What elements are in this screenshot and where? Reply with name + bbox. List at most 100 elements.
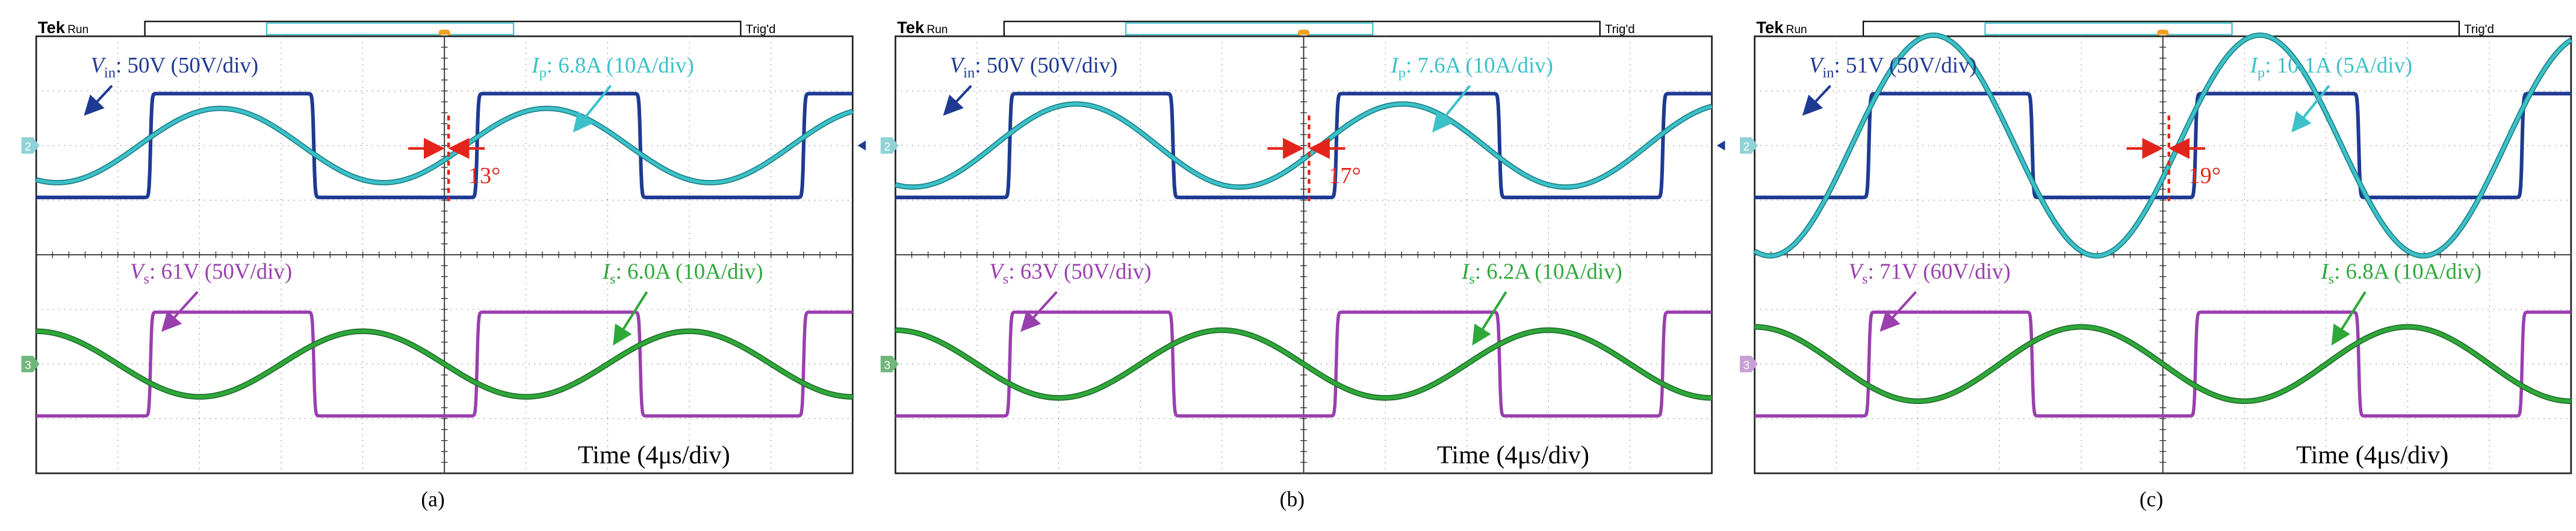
vs-pointer-arrow — [1879, 291, 1917, 332]
tek-logo: Tek — [897, 18, 925, 37]
vs-label: Vs: 71V (60V/div) — [1848, 259, 2010, 287]
vin-label: Vin: 51V (50V/div) — [1809, 52, 1977, 81]
ip-subscript: p — [539, 65, 546, 81]
vin-pointer-arrow — [943, 85, 972, 116]
vin-pointer-arrow — [84, 85, 113, 116]
vs-symbol: V — [989, 259, 1005, 284]
run-status: Run — [926, 23, 948, 36]
is-trace — [895, 328, 1712, 400]
vin-trace — [895, 92, 1712, 199]
is-pointer-arrow — [1472, 291, 1507, 346]
vs-symbol: V — [1848, 259, 1864, 284]
channel-2-ref-label: 2 — [1743, 141, 1750, 154]
channel-2-ref-marker — [880, 137, 899, 154]
offscreen-indicator-icon — [857, 140, 866, 151]
is-pointer-arrow — [613, 291, 648, 346]
record-length-bar — [1863, 20, 2460, 37]
ip-label: Ip: 7.6A (10A/div) — [1390, 52, 1553, 81]
channel-3-ref-label: 3 — [1743, 359, 1750, 372]
is-subscript: s — [1469, 271, 1475, 287]
vin-label: Vin: 50V (50V/div) — [950, 52, 1118, 81]
is-trace — [1754, 324, 2571, 403]
ip-value: : 10.1A (5A/div) — [2265, 52, 2412, 78]
vin-value: : 50V (50V/div) — [116, 52, 258, 78]
channel-2-ref-label: 2 — [25, 141, 31, 154]
channel-3-ref-marker — [21, 355, 40, 373]
ip-value: : 7.6A (10A/div) — [1406, 52, 1553, 78]
phase-angle-label: 17° — [1329, 163, 1361, 188]
vs-symbol: V — [130, 259, 146, 284]
vs-pointer-arrow — [161, 291, 199, 332]
graticule — [36, 36, 853, 474]
trigger-status: Trig'd — [746, 22, 776, 36]
is-subscript: s — [610, 271, 616, 287]
is-value: : 6.2A (10A/div) — [1475, 259, 1622, 284]
vin-symbol: V — [90, 52, 107, 77]
channel-3-ref-marker — [1740, 355, 1758, 373]
is-value: : 6.0A (10A/div) — [616, 259, 763, 284]
tek-logo: Tek — [1756, 18, 1784, 37]
vs-subscript: s — [1003, 271, 1009, 287]
ip-subscript: p — [1398, 65, 1406, 81]
vin-subscript: in — [104, 65, 116, 81]
ip-trace — [895, 102, 1713, 189]
is-label: Is: 6.0A (10A/div) — [602, 259, 763, 287]
record-view-window — [1984, 22, 2233, 36]
time-base-label: Time (4μs/div) — [2296, 441, 2448, 470]
ip-pointer-arrow — [573, 85, 612, 133]
vs-value: : 63V (50V/div) — [1008, 259, 1151, 284]
vin-subscript: in — [1822, 65, 1834, 81]
vin-pointer-arrow — [1802, 85, 1831, 116]
ip-symbol: I — [531, 52, 540, 77]
time-base-label: Time (4μs/div) — [1437, 441, 1589, 470]
vs-value: : 71V (60V/div) — [1868, 259, 2011, 284]
phase-angle-label: 13° — [468, 163, 501, 188]
trigger-status: Trig'd — [2464, 22, 2494, 36]
vin-value: : 50V (50V/div) — [975, 52, 1117, 78]
channel-3-ref-label: 3 — [25, 359, 31, 372]
ip-label: Ip: 10.1A (5A/div) — [2250, 52, 2413, 81]
is-symbol: I — [2320, 259, 2329, 284]
ip-label: Ip: 6.8A (10A/div) — [531, 52, 694, 81]
vin-value: : 51V (50V/div) — [1834, 52, 1977, 78]
ip-value: : 6.8A (10A/div) — [547, 52, 694, 78]
vin-subscript: in — [963, 65, 975, 81]
ip-pointer-arrow — [1432, 85, 1471, 133]
phase-angle-label: 19° — [2189, 163, 2221, 188]
channel-2-ref-marker — [1740, 137, 1758, 154]
graticule — [895, 36, 1713, 474]
ip-trace — [1754, 33, 2572, 258]
record-view-window — [1125, 22, 1374, 36]
ip-symbol: I — [2250, 52, 2259, 77]
panel-caption: (c) — [2140, 487, 2163, 511]
offscreen-indicator-icon — [1716, 140, 1725, 151]
panel-caption: (a) — [421, 487, 444, 511]
vs-label: Vs: 63V (50V/div) — [989, 259, 1151, 287]
vs-subscript: s — [144, 271, 150, 287]
is-value: : 6.8A (10A/div) — [2334, 259, 2481, 284]
vin-label: Vin: 50V (50V/div) — [90, 52, 258, 81]
vs-value: : 61V (50V/div) — [149, 259, 292, 284]
channel-2-ref-label: 2 — [884, 141, 890, 154]
is-pointer-arrow — [2331, 291, 2367, 346]
vin-trace — [1754, 92, 2571, 199]
trigger-status: Trig'd — [1605, 22, 1635, 36]
is-trace — [36, 329, 853, 399]
ip-trace — [36, 107, 854, 185]
is-symbol: I — [602, 259, 611, 284]
panel-caption: (b) — [1280, 487, 1305, 511]
ip-subscript: p — [2258, 65, 2265, 81]
is-subscript: s — [2329, 271, 2335, 287]
run-status: Run — [67, 23, 88, 36]
vin-symbol: V — [950, 52, 966, 77]
tek-logo: Tek — [38, 18, 66, 37]
channel-3-ref-label: 3 — [884, 359, 890, 372]
run-status: Run — [1786, 23, 1807, 36]
is-label: Is: 6.2A (10A/div) — [1461, 259, 1622, 287]
vs-subscript: s — [1862, 271, 1868, 287]
vs-label: Vs: 61V (50V/div) — [130, 259, 292, 287]
